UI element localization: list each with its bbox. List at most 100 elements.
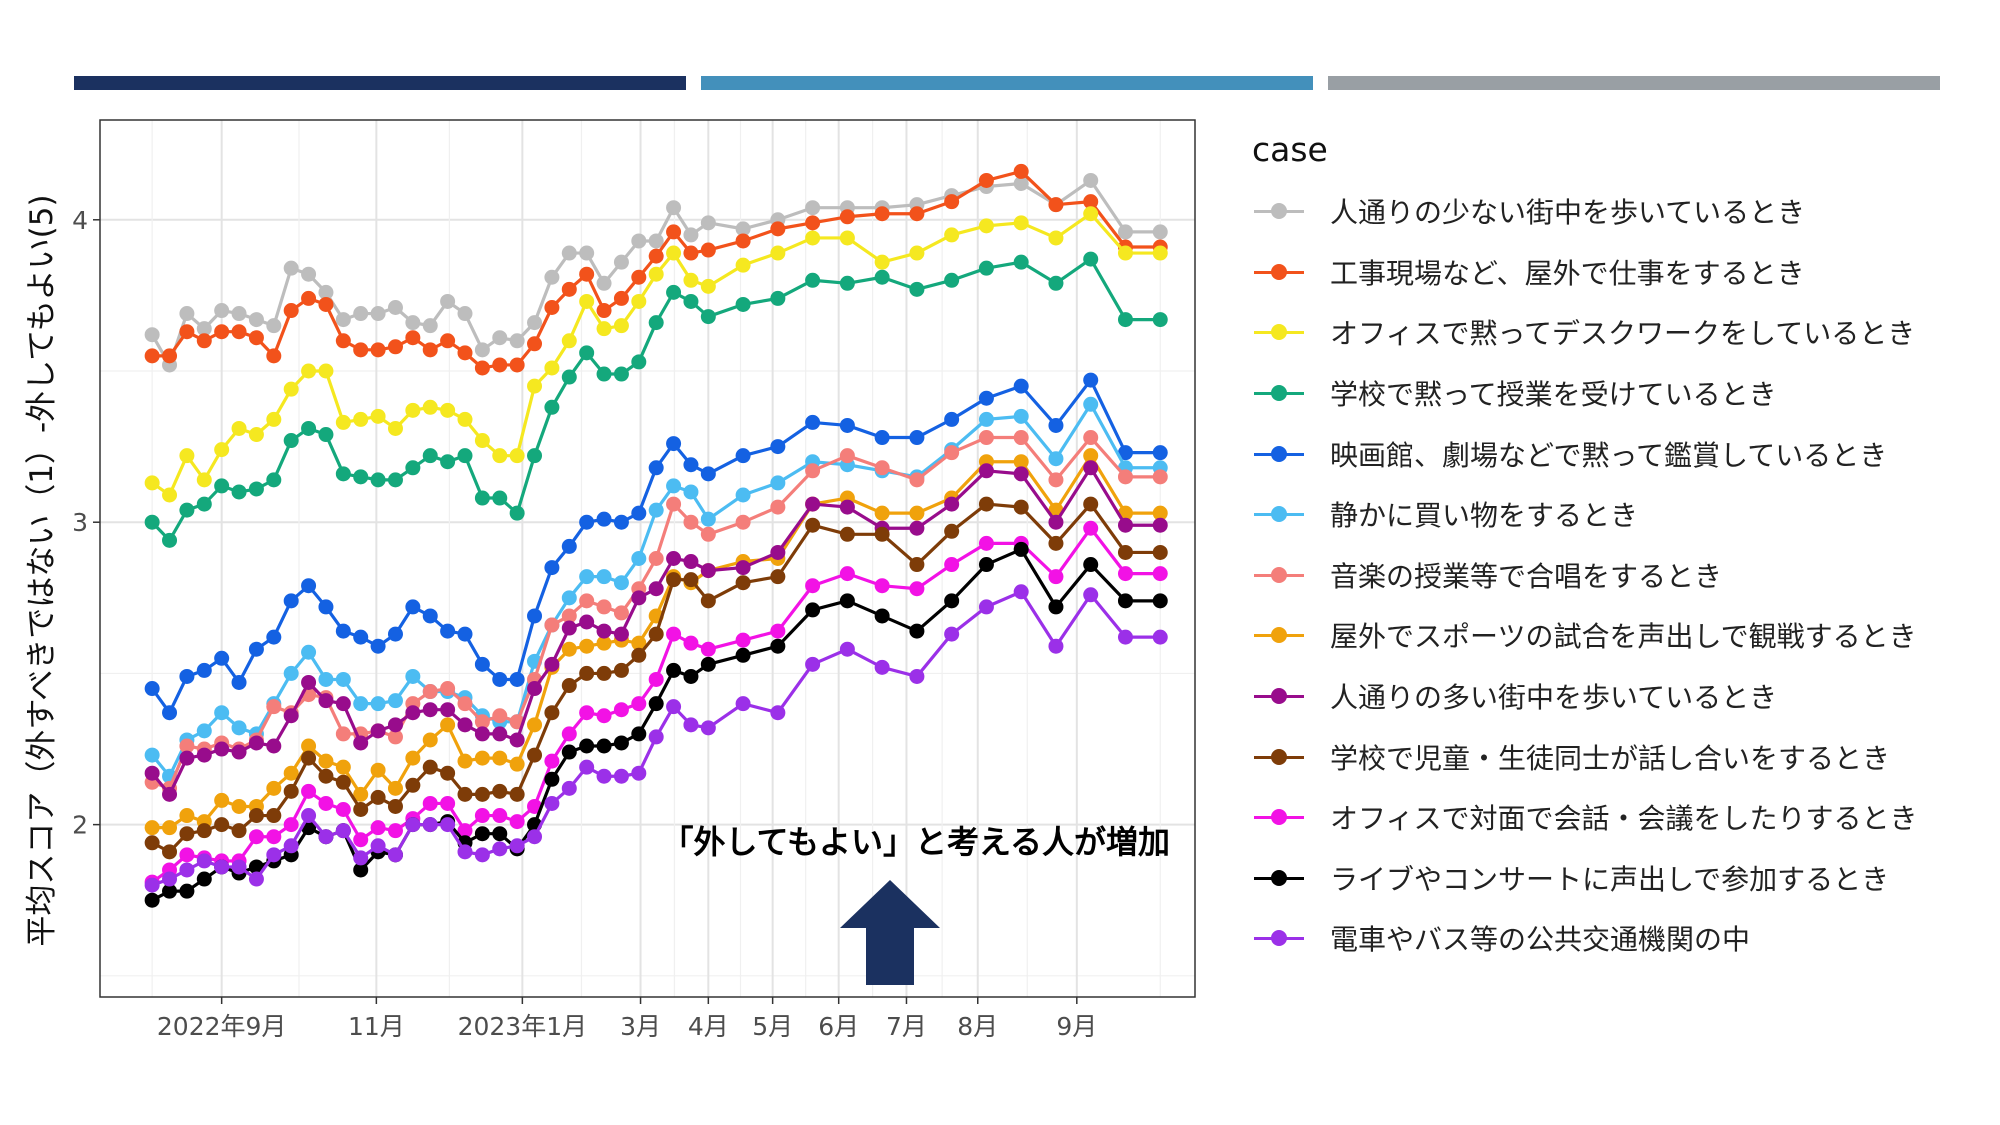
data-point (978, 172, 994, 188)
legend-key-icon (1250, 555, 1308, 595)
data-point (301, 644, 317, 660)
legend-key-icon (1250, 858, 1308, 898)
data-point (1013, 584, 1029, 600)
data-point (144, 820, 160, 836)
data-point (1117, 566, 1133, 582)
data-point (301, 578, 317, 594)
data-point (422, 608, 438, 624)
data-point (735, 647, 751, 663)
data-point (648, 626, 664, 642)
data-point (509, 333, 525, 349)
data-point (509, 756, 525, 772)
data-point (579, 614, 595, 630)
data-point (457, 626, 473, 642)
data-point (1152, 245, 1168, 261)
data-point (509, 786, 525, 802)
data-point (301, 363, 317, 379)
data-point (648, 551, 664, 566)
data-point (874, 206, 890, 222)
legend-label: 音楽の授業等で合唱をするとき (1330, 559, 1723, 593)
legend-item: 学校で黙って授業を受けているとき (1250, 363, 1990, 424)
legend-label: 学校で児童・生徒同士が話し合いをするとき (1330, 741, 1891, 775)
data-point (353, 411, 369, 427)
data-point (283, 783, 299, 799)
data-point (544, 656, 560, 672)
data-point (527, 336, 543, 352)
data-point (283, 765, 299, 781)
data-point (405, 315, 421, 331)
data-point (1152, 629, 1168, 645)
data-point (457, 306, 473, 322)
data-point (214, 442, 230, 458)
data-point (978, 430, 994, 446)
data-point (735, 575, 751, 591)
data-point (839, 499, 855, 515)
data-point (301, 808, 317, 824)
data-point (613, 626, 629, 642)
data-point (196, 496, 212, 512)
data-point (179, 808, 195, 824)
data-point (231, 306, 247, 322)
data-point (1048, 197, 1064, 213)
data-point (544, 617, 560, 633)
data-point (527, 315, 543, 331)
data-point (248, 871, 264, 887)
data-point (162, 705, 178, 721)
data-point (839, 593, 855, 609)
legend-items: 人通りの少ない街中を歩いているとき 工事現場など、屋外で仕事をするとき オフィスで黙… (1250, 181, 1990, 969)
data-point (266, 348, 282, 364)
legend-item: 音楽の授業等で合唱をするとき (1250, 545, 1990, 606)
data-point (596, 768, 612, 784)
data-point (805, 463, 821, 479)
data-point (248, 427, 264, 443)
data-point (353, 802, 369, 818)
data-point (248, 481, 264, 497)
data-point (283, 593, 299, 609)
data-point (527, 717, 543, 733)
data-point (283, 817, 299, 833)
data-point (492, 808, 508, 824)
series-10 (144, 496, 1168, 860)
data-point (561, 281, 577, 297)
data-point (474, 826, 490, 842)
data-point (283, 838, 299, 854)
data-point (909, 430, 925, 446)
data-point (944, 523, 960, 539)
data-point (301, 738, 317, 754)
data-point (440, 817, 456, 833)
data-point (527, 681, 543, 697)
data-point (370, 408, 386, 424)
data-point (770, 499, 786, 515)
data-point (266, 472, 282, 488)
data-point (770, 221, 786, 237)
data-point (1048, 275, 1064, 291)
data-point (1048, 599, 1064, 615)
data-point (248, 735, 264, 751)
data-point (909, 206, 925, 222)
data-point (214, 303, 230, 319)
legend-item: オフィスで対面で会話・会議をしたりするとき (1250, 787, 1990, 848)
data-point (318, 363, 334, 379)
data-point (666, 245, 682, 261)
data-point (144, 348, 160, 364)
data-point (544, 771, 560, 787)
data-point (301, 290, 317, 306)
data-point (457, 696, 473, 712)
series-line (151, 590, 1161, 887)
data-point (318, 284, 334, 300)
data-point (944, 227, 960, 243)
data-point (353, 306, 369, 322)
data-point (457, 717, 473, 733)
data-point (839, 526, 855, 542)
data-point (144, 681, 160, 697)
data-point (631, 293, 647, 309)
data-point (1083, 172, 1099, 188)
data-point (561, 369, 577, 385)
data-point (405, 402, 421, 418)
data-point (335, 414, 351, 430)
data-point (248, 859, 264, 875)
data-point (1048, 230, 1064, 246)
data-point (231, 720, 247, 736)
series-line (152, 169, 1161, 370)
data-point (631, 635, 647, 651)
